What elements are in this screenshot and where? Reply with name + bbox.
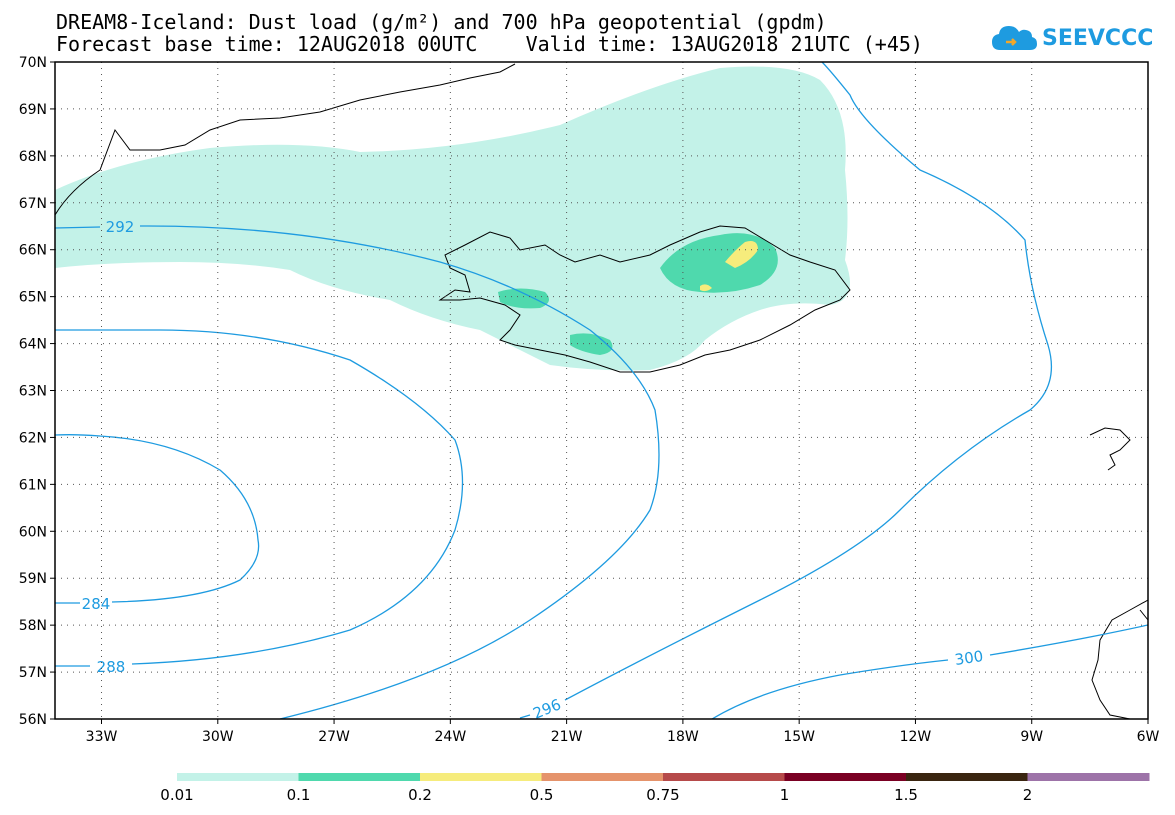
contour-296 (519, 62, 1052, 719)
greenland-coast (55, 63, 516, 216)
map-gridlines (50, 61, 1149, 724)
contour-label-292: 292 (106, 218, 135, 236)
colorbar (177, 773, 1150, 781)
colorbar-swatch (663, 773, 785, 781)
lon-label: 33W (86, 729, 118, 745)
contour-300 (711, 624, 1148, 719)
lat-label: 69N (19, 102, 47, 118)
lat-label: 62N (19, 430, 47, 446)
cloud-icon (992, 26, 1037, 50)
colorbar-label: 1 (779, 786, 790, 804)
lon-label: 21W (551, 729, 583, 745)
colorbar-label: 0.5 (529, 786, 554, 804)
lat-label: 70N (19, 55, 47, 71)
lon-label: 9W (1020, 729, 1043, 745)
lat-label: 67N (19, 196, 47, 212)
colorbar-swatch (1027, 773, 1150, 781)
lon-label: 30W (202, 729, 234, 745)
lon-label: 6W (1137, 729, 1160, 745)
colorbar-swatch (784, 773, 907, 781)
faroe-islands (1089, 427, 1131, 471)
colorbar-swatch (541, 773, 664, 781)
colorbar-label: 0.75 (646, 786, 680, 804)
lon-label: 18W (667, 729, 699, 745)
dust-area-mid-west (498, 288, 549, 309)
colorbar-swatch (420, 773, 542, 781)
colorbar-label: 2 (1022, 786, 1033, 804)
lat-label: 65N (19, 290, 47, 306)
contour-288 (55, 329, 464, 667)
lon-label: 12W (900, 729, 932, 745)
geopotential-contours (55, 62, 1148, 719)
lon-label: 15W (783, 729, 815, 745)
colorbar-label: 0.1 (286, 786, 311, 804)
iceland-coast (438, 225, 851, 373)
lat-label: 59N (19, 571, 47, 587)
dust-area-mid-south (570, 333, 613, 355)
lat-label: 57N (19, 665, 47, 681)
dust-layer (55, 66, 850, 371)
dust-area-high-small (700, 284, 712, 292)
dust-area-low (55, 66, 850, 371)
map-title: DREAM8-Iceland: Dust load (g/m²) and 700… (56, 10, 827, 34)
lon-label: 27W (318, 729, 350, 745)
contour-284 (55, 434, 260, 604)
contour-label-284: 284 (82, 595, 111, 613)
contour-label-288: 288 (97, 658, 126, 676)
lat-label: 68N (19, 149, 47, 165)
lat-label: 63N (19, 384, 47, 400)
logo-text: SEEVCCC (1042, 25, 1154, 51)
lat-label: 61N (19, 477, 47, 493)
colorbar-swatch (177, 773, 299, 781)
map-frame (54, 61, 1149, 720)
contour-label-300: 300 (954, 647, 985, 669)
colorbar-label: 0.2 (408, 786, 432, 804)
lat-label: 60N (19, 524, 47, 540)
latitude-labels: 70N 69N 68N 67N 66N 65N 64N 63N 62N 61N 60N 59N 58N 5… (19, 55, 47, 728)
contour-labels: 292 284 288 296 300 (82, 218, 985, 723)
lat-label: 58N (19, 618, 47, 634)
contour-292 (55, 225, 660, 719)
lat-label: 66N (19, 243, 47, 259)
dust-area-high (725, 241, 758, 268)
lon-label: 24W (435, 729, 467, 745)
map-subtitle: Forecast base time: 12AUG2018 00UTC Vali… (56, 32, 923, 56)
longitude-labels: 33W 30W 27W 24W 21W 18W 15W 12W 9W 6W (86, 729, 1160, 745)
colorbar-label: 0.01 (160, 786, 194, 804)
colorbar-swatch (298, 773, 421, 781)
scotland-coast (1091, 599, 1148, 719)
seevccc-logo: SEEVCCC (990, 18, 1153, 58)
coastlines (55, 63, 1148, 719)
lat-label: 64N (19, 337, 47, 353)
colorbar-label: 1.5 (894, 786, 918, 804)
colorbar-swatch (906, 773, 1028, 781)
lat-label: 56N (19, 712, 47, 728)
